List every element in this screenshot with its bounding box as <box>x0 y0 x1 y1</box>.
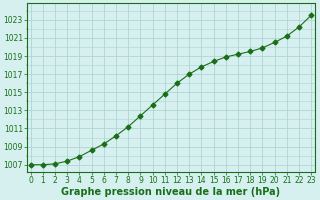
X-axis label: Graphe pression niveau de la mer (hPa): Graphe pression niveau de la mer (hPa) <box>61 187 281 197</box>
